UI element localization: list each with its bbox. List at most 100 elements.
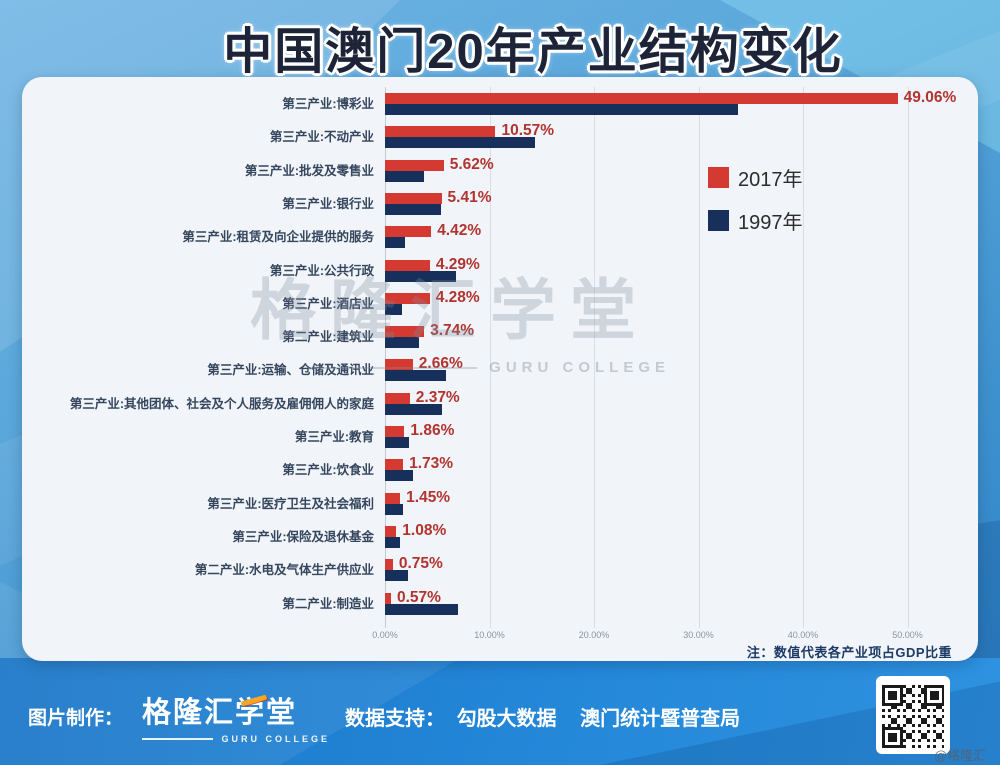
bar-1997 xyxy=(385,203,442,215)
x-axis-tick: 10.00% xyxy=(474,630,505,640)
gurucollege-logo: 格隆汇学堂 GURU COLLEGE xyxy=(142,689,330,744)
value-label: 3.74% xyxy=(430,322,475,340)
logo-text: 格隆汇学堂 xyxy=(142,689,330,731)
category-label: 第三产业:批发及零售业 xyxy=(244,163,374,178)
value-label: 0.57% xyxy=(396,588,441,606)
gridline xyxy=(594,87,595,628)
category-label: 第三产业:酒店业 xyxy=(282,296,374,311)
bar-1997 xyxy=(385,337,420,349)
data-support: 数据支持： 勾股大数据 澳门统计暨普查局 xyxy=(345,702,740,731)
bar-1997 xyxy=(385,470,414,482)
bar-1997 xyxy=(385,570,408,582)
category-label: 第三产业:银行业 xyxy=(282,196,374,211)
chart-panel: 0.00% 10.00% 20.00% 30.00% 40.00% 50.00% 第三产业:… xyxy=(22,77,978,661)
gridline xyxy=(803,87,804,628)
category-label: 第三产业:不动产业 xyxy=(269,130,374,145)
x-axis-tick: 40.00% xyxy=(787,630,819,640)
bar-1997 xyxy=(385,104,739,115)
logo-line xyxy=(142,738,214,740)
gridline xyxy=(698,87,700,628)
category-label: 第三产业:运输、仓储及通讯业 xyxy=(207,363,374,378)
value-label: 1.08% xyxy=(402,521,447,539)
bar-2017 xyxy=(385,559,393,571)
made-by-label: 图片制作： xyxy=(28,708,124,729)
value-label: 4.28% xyxy=(435,288,480,306)
logo-subtext: GURU COLLEGE xyxy=(221,734,330,744)
qr-code-pattern xyxy=(882,682,944,748)
data-source-1: 勾股大数据 xyxy=(456,708,557,730)
value-label: 2.37% xyxy=(415,388,460,406)
bar-2017 xyxy=(385,592,391,604)
data-source-2: 澳门统计暨普查局 xyxy=(580,708,741,730)
bar-1997 xyxy=(385,603,459,615)
value-label: 1.86% xyxy=(410,422,455,439)
category-label: 第三产业:保险及退休基金 xyxy=(232,529,374,544)
bar-1997 xyxy=(385,403,443,415)
legend-item-2017: 2017年 xyxy=(708,163,803,192)
bar-2017 xyxy=(385,426,405,437)
logo-text-cn: 格隆汇学堂 xyxy=(142,697,298,729)
data-support-label: 数据支持： xyxy=(345,708,445,730)
bar-1997 xyxy=(385,137,536,149)
gridline xyxy=(907,87,909,628)
legend-swatch-2017 xyxy=(708,167,729,188)
category-label: 第三产业:教育 xyxy=(294,430,374,444)
category-label: 第二产业:水电及气体生产供应业 xyxy=(194,563,374,578)
category-label: 第三产业:其他团体、社会及个人服务及雇佣佣人的家庭 xyxy=(69,396,374,411)
gridline xyxy=(489,87,491,628)
bar-2017 xyxy=(385,525,397,537)
value-label: 4.42% xyxy=(437,222,482,240)
bar-1997 xyxy=(385,237,405,249)
bar-1997 xyxy=(385,503,403,515)
footer: 图片制作： 格隆汇学堂 GURU COLLEGE 数据支持： 勾股大数据 澳门统… xyxy=(0,658,1000,765)
page-title: 中国澳门20年产业结构变化 xyxy=(223,25,843,79)
bar-2017 xyxy=(385,492,401,504)
value-label: 1.73% xyxy=(409,455,454,473)
x-axis-tick: 30.00% xyxy=(683,630,714,640)
category-label: 第二产业:制造业 xyxy=(282,596,374,611)
bar-2017 xyxy=(385,359,413,371)
category-label: 第三产业:饮食业 xyxy=(282,463,374,478)
category-label: 第三产业:公共行政 xyxy=(269,263,374,278)
category-label: 第三产业:医疗卫生及社会福利 xyxy=(207,496,374,511)
category-label: 第三产业:博彩业 xyxy=(282,97,374,111)
logo-subrow: GURU COLLEGE xyxy=(142,734,330,744)
bar-1997 xyxy=(385,536,400,548)
legend-label-1997: 1997年 xyxy=(738,212,803,234)
bar-2017 xyxy=(385,192,442,204)
bar-2017 xyxy=(385,326,425,338)
bar-2017 xyxy=(385,259,430,271)
bar-1997 xyxy=(385,437,410,448)
value-label: 5.41% xyxy=(447,188,492,206)
bar-2017 xyxy=(385,292,430,304)
bar-chart: 0.00% 10.00% 20.00% 30.00% 40.00% 50.00% 第三产业:… xyxy=(22,77,978,661)
corner-watermark: @格隆汇 xyxy=(934,748,987,763)
bar-2017 xyxy=(385,93,898,104)
value-label: 49.06% xyxy=(903,89,957,106)
bar-1997 xyxy=(385,270,457,282)
legend-item-1997: 1997年 xyxy=(708,206,803,235)
value-label: 4.29% xyxy=(435,255,480,273)
category-label: 第三产业:租赁及向企业提供的服务 xyxy=(182,230,374,245)
bar-2017 xyxy=(385,459,404,471)
bar-1997 xyxy=(385,370,446,382)
x-axis-tick: 20.00% xyxy=(578,630,610,640)
bar-1997 xyxy=(385,303,402,315)
legend-swatch-1997 xyxy=(708,210,729,231)
gridline xyxy=(385,87,386,628)
chart-legend: 2017年 1997年 xyxy=(708,163,803,249)
bar-2017 xyxy=(385,226,432,238)
value-label: 2.66% xyxy=(418,355,463,373)
bar-2017 xyxy=(385,126,496,138)
value-label: 5.62% xyxy=(449,155,494,173)
value-label: 1.45% xyxy=(406,488,451,506)
value-label: 10.57% xyxy=(501,122,555,140)
category-label: 第二产业:建筑业 xyxy=(282,330,374,345)
x-axis-tick: 0.00% xyxy=(372,630,398,640)
bar-1997 xyxy=(385,170,424,182)
chart-note: 注：数值代表各产业项占GDP比重 xyxy=(746,645,952,660)
bar-2017 xyxy=(385,392,410,404)
value-label: 0.75% xyxy=(398,555,443,573)
qr-code xyxy=(876,676,950,754)
x-axis-tick: 50.00% xyxy=(892,630,923,640)
